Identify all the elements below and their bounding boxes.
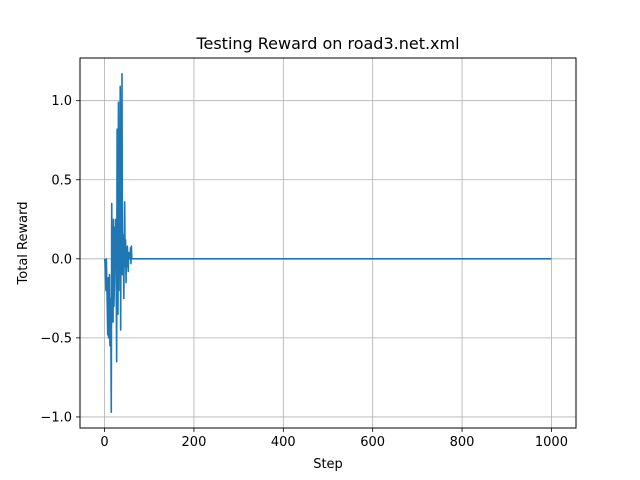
- y-tick-label: −1.0: [40, 410, 72, 425]
- x-tick-label: 1000: [535, 435, 568, 450]
- y-tick-label: 0.0: [51, 252, 72, 267]
- y-tick-label: 1.0: [51, 94, 72, 109]
- x-tick-label: 0: [100, 435, 108, 450]
- y-axis-label: Total Reward: [16, 202, 31, 286]
- y-tick-label: 0.5: [51, 173, 72, 188]
- y-tick-label: −0.5: [40, 331, 72, 346]
- series-layer: [103, 73, 552, 413]
- tick-labels: 0 200 400 600 800 1000 −1.0 −0.5 0.0 0.5 1.0: [40, 94, 568, 450]
- series-line: [103, 73, 552, 413]
- x-tick-label: 800: [450, 435, 475, 450]
- plot-frame: [79, 57, 577, 429]
- x-tick-label: 600: [360, 435, 385, 450]
- x-axis-label: Step: [313, 457, 343, 472]
- x-tick-label: 200: [182, 435, 207, 450]
- grid-lines: [80, 58, 576, 428]
- x-tick-label: 400: [271, 435, 296, 450]
- tick-marks: [76, 100, 552, 432]
- chart-title: Testing Reward on road3.net.xml: [195, 34, 459, 53]
